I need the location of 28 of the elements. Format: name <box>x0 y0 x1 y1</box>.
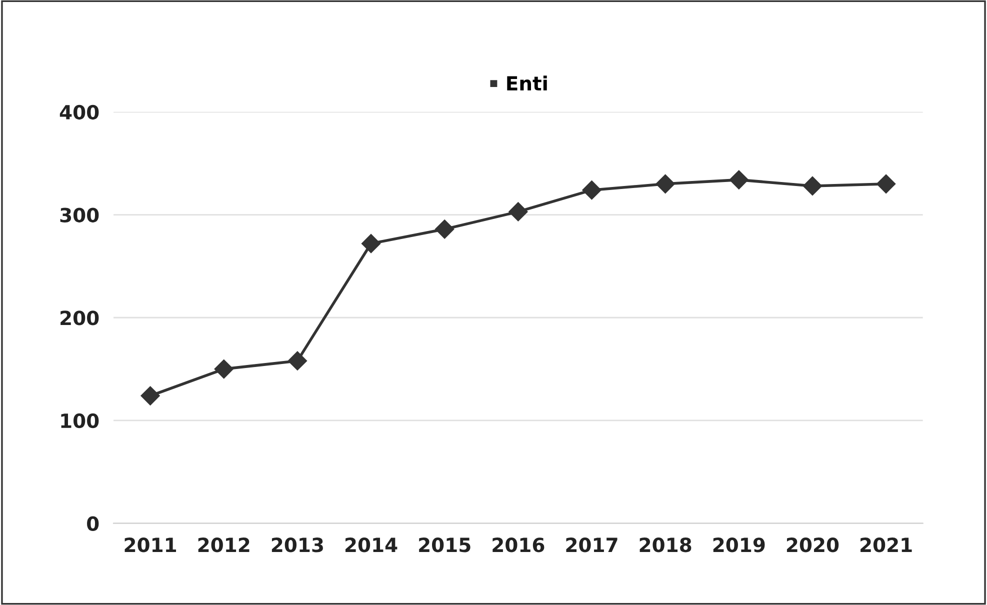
point <box>729 170 748 190</box>
point <box>361 234 381 254</box>
y-tick-label: 400 <box>60 104 99 120</box>
x-tick-label: 2018 <box>640 538 692 552</box>
y-tick-label: 300 <box>60 208 99 222</box>
x-tick-label: 2016 <box>492 538 544 552</box>
x-tick-label: 2014 <box>346 538 398 552</box>
point <box>802 176 822 196</box>
point <box>876 174 896 194</box>
point <box>140 386 160 406</box>
x-tick-label: 2021 <box>860 538 912 552</box>
point <box>508 202 528 222</box>
x-tick-label: 2011 <box>124 538 176 552</box>
point <box>656 174 675 194</box>
point <box>582 180 602 200</box>
y-tick-label: 0 <box>87 516 99 531</box>
y-tick-label: 100 <box>61 413 99 428</box>
point <box>288 351 307 370</box>
x-tick-label: 2019 <box>713 538 765 552</box>
x-tick-label: 2020 <box>786 538 839 552</box>
y-tick-label: 200 <box>60 310 99 326</box>
x-tick-label: 2013 <box>272 538 323 552</box>
x-tick-label: 2017 <box>566 538 618 552</box>
x-tick-label: 2012 <box>198 538 250 552</box>
point <box>435 220 454 239</box>
x-tick-label: 2015 <box>419 538 470 552</box>
point <box>214 360 234 379</box>
legend-label: Enti <box>507 76 547 90</box>
